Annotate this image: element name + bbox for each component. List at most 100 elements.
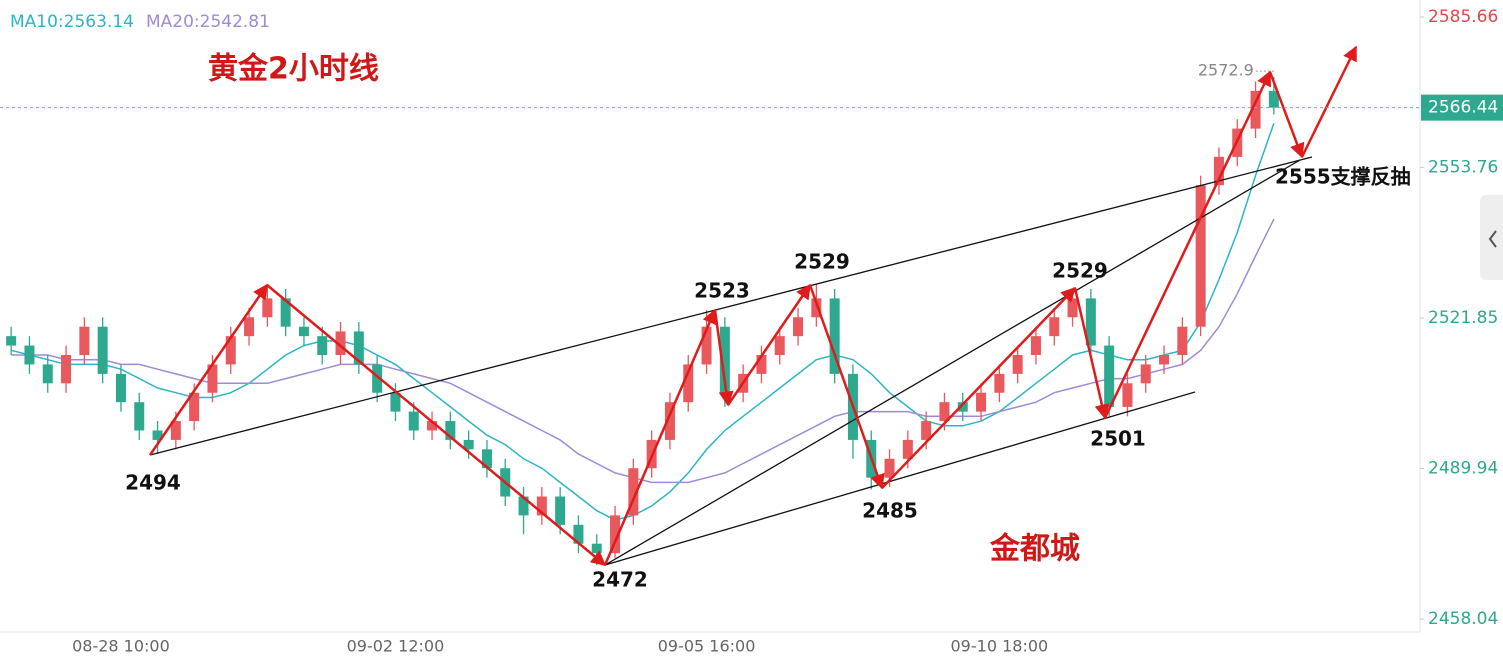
candle-body [353, 331, 364, 365]
candle-body [6, 336, 17, 346]
y-tick-label: 2521.85 [1428, 308, 1498, 328]
y-tick-label: 2553.76 [1428, 157, 1498, 177]
candle-body [481, 449, 492, 469]
chart-title: 黄金2小时线 [208, 52, 379, 87]
legend-entry: MA10:2563.14 [10, 12, 134, 32]
y-tick-label: 2458.04 [1428, 609, 1498, 629]
trend-line [604, 391, 1196, 566]
high-marker-label: 2572.9 [1198, 61, 1254, 80]
candle-body [591, 543, 602, 554]
candle-body [262, 298, 273, 318]
candle-body [829, 298, 840, 374]
trend-line [604, 159, 1301, 566]
candle-body [1159, 355, 1170, 365]
candle-body [701, 326, 712, 365]
candle-body [225, 336, 236, 365]
candle-body [189, 392, 200, 422]
candle-body [610, 515, 621, 554]
price-annotation: 2485 [862, 499, 918, 523]
candle-body [902, 439, 913, 459]
candle-body [1213, 156, 1224, 186]
plot-area [6, 77, 1279, 565]
candle-body [445, 421, 456, 440]
candle-body [756, 355, 767, 374]
arrow [1103, 70, 1272, 419]
candle-body [719, 326, 730, 393]
x-tick-label: 09-10 18:00 [951, 637, 1049, 656]
candle-body [298, 326, 309, 337]
candle-body [976, 392, 987, 412]
candle-body [628, 468, 639, 516]
candle-body [42, 364, 53, 384]
candle-body [774, 336, 785, 356]
arrow [1268, 71, 1305, 159]
candle-body [170, 421, 181, 440]
candle-body [134, 402, 145, 431]
candle-body [427, 421, 438, 431]
candle-body [683, 364, 694, 403]
current-price-tag [1421, 94, 1503, 121]
ma-line [11, 122, 1275, 521]
candle-body [207, 364, 218, 393]
candle-body [555, 496, 566, 525]
price-annotation: 2529 [794, 250, 850, 274]
legend-entry: MA20:2542.81 [146, 12, 270, 32]
candle-body [408, 411, 419, 431]
candle-body [1122, 383, 1133, 407]
candle-body [244, 317, 255, 337]
candle-body [573, 524, 584, 544]
candle-body [61, 355, 72, 384]
y-tick-label: 2489.94 [1428, 459, 1498, 479]
candle-body [1012, 355, 1023, 374]
candle-body [1067, 298, 1078, 318]
candle-body [1049, 317, 1060, 337]
candle-body [1268, 90, 1279, 108]
candle-body [1195, 185, 1206, 327]
candle-body [463, 439, 474, 450]
candle-body [793, 317, 804, 337]
candle-body [372, 364, 383, 393]
x-tick-label: 09-02 12:00 [347, 637, 445, 656]
candle-body [152, 430, 163, 440]
candle-body [1104, 345, 1115, 407]
candle-body [24, 345, 35, 365]
arrow [726, 283, 812, 406]
candle-body [664, 402, 675, 440]
arrow [881, 286, 1077, 489]
price-annotation: 2555支撑反抽 [1275, 165, 1411, 189]
arrows [148, 45, 1358, 566]
candle-body [957, 402, 968, 412]
arrow [713, 309, 734, 407]
candle-body [115, 373, 126, 403]
x-tick-label: 09-05 16:00 [658, 637, 756, 656]
arrow [808, 284, 885, 490]
arrow [1300, 45, 1358, 158]
candle-body [884, 458, 895, 478]
candle-body [280, 298, 291, 327]
price-annotation: 2529 [1052, 259, 1108, 283]
price-annotation: 2501 [1090, 427, 1146, 451]
candle-body [811, 298, 822, 318]
price-annotation: 2494 [125, 471, 181, 495]
candle-body [317, 336, 328, 356]
trend-lines [149, 156, 1313, 566]
collapse-tab[interactable] [1480, 195, 1503, 280]
candle-body [939, 402, 950, 422]
candle-body [1030, 336, 1041, 356]
price-annotation: 2523 [694, 279, 750, 303]
candle-body [390, 392, 401, 412]
arrow [603, 308, 717, 566]
arrow [266, 284, 607, 566]
price-annotation: 2472 [592, 568, 648, 592]
arrow [1073, 287, 1110, 420]
x-tick-label: 08-28 10:00 [72, 637, 170, 656]
candle-body [921, 421, 932, 440]
candle-body [1250, 90, 1261, 129]
candle-body [79, 326, 90, 356]
trend-line [149, 156, 1313, 456]
candle-body [1085, 298, 1096, 346]
candle-body [536, 496, 547, 516]
arrow [148, 283, 269, 456]
current-price-label: 2566.44 [1428, 98, 1498, 118]
